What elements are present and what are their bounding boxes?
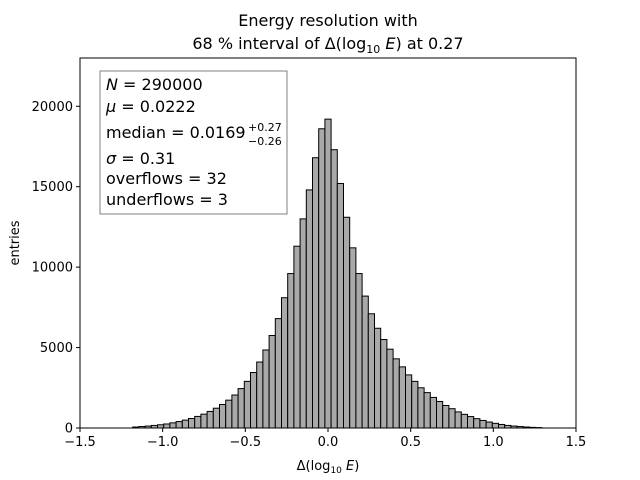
subtitle-suffix: at 0.27 <box>402 34 464 53</box>
histogram-bar <box>237 388 245 429</box>
histogram-bar <box>188 418 196 429</box>
histogram-bar <box>305 189 313 429</box>
histogram-bar <box>212 407 221 429</box>
subtitle-var: E <box>380 34 396 53</box>
histogram-bar <box>411 380 419 429</box>
stats-underflows: underflows = 3 <box>106 190 228 209</box>
histogram-bar <box>448 408 456 429</box>
histogram-bar <box>473 418 481 429</box>
stats-mu: μ = 0.0222 <box>105 97 196 116</box>
histogram-bar <box>405 374 413 429</box>
histogram-bar <box>498 423 506 429</box>
histogram-bar <box>367 313 375 429</box>
histogram-bar <box>429 396 437 429</box>
x-tick-label: −1.5 <box>64 435 96 450</box>
histogram-bar <box>274 318 282 429</box>
stats-median-plus: +0.27 <box>248 121 282 134</box>
histogram-bar <box>318 128 326 429</box>
histogram-bar <box>250 372 258 429</box>
histogram-bar <box>312 157 320 429</box>
subtitle-prefix: 68 % interval of <box>192 34 324 53</box>
histogram-bar <box>355 273 363 429</box>
subtitle-quantity: Δ(log <box>325 34 367 53</box>
histogram-bar <box>417 387 425 429</box>
histogram-bar <box>225 399 233 429</box>
histogram-bar <box>268 335 276 429</box>
xlabel-sub: 10 <box>330 466 342 476</box>
histogram-bar <box>281 297 289 429</box>
y-axis-ticks: 0 5000 10000 15000 20000 <box>32 100 80 437</box>
histogram-bar <box>231 394 239 429</box>
histogram-bar <box>361 295 369 429</box>
histogram-bar <box>163 423 171 429</box>
y-axis-label: entries <box>8 220 23 265</box>
histogram-bar <box>398 366 406 429</box>
histogram-bar <box>169 422 177 429</box>
histogram-bar <box>330 149 338 429</box>
stats-sigma: σ = 0.31 <box>106 149 175 168</box>
x-tick-label: −1.0 <box>147 435 179 450</box>
histogram-bar <box>194 415 202 429</box>
histogram-bar <box>206 410 214 429</box>
histogram-bar <box>293 245 301 429</box>
histogram-bar <box>175 421 183 429</box>
stats-overflows: overflows = 32 <box>106 169 227 188</box>
x-axis-ticks: −1.5 −1.0 −0.5 0.0 0.5 1.0 1.5 <box>64 428 586 450</box>
y-tick-label: 15000 <box>32 180 73 195</box>
histogram-bar <box>256 361 264 429</box>
histogram-bar <box>392 358 400 429</box>
histogram-bar <box>479 419 487 429</box>
histogram-bar <box>324 118 332 429</box>
stats-box-frame <box>99 70 288 215</box>
y-tick-label: 0 <box>65 422 73 437</box>
histogram-bar <box>287 273 295 429</box>
xlabel-prefix: Δ(log <box>297 459 331 474</box>
subtitle-sub: 10 <box>366 43 380 56</box>
histogram-bar <box>200 413 208 429</box>
x-tick-label: 1.0 <box>483 435 504 450</box>
histogram-bar <box>243 380 252 429</box>
x-tick-label: 0.0 <box>318 435 339 450</box>
histogram-bar <box>343 216 351 429</box>
histogram-bar <box>336 182 344 429</box>
histogram-bar <box>219 404 227 429</box>
x-tick-label: 0.5 <box>400 435 421 450</box>
histogram-bar <box>181 419 190 429</box>
histogram-bar <box>467 416 475 429</box>
stats-median-minus: −0.26 <box>248 135 282 148</box>
histogram-bar <box>491 422 499 429</box>
histogram-bar <box>442 404 450 429</box>
histogram-bar <box>380 339 388 429</box>
stats-box: N = 290000 μ = 0.0222 median = 0.0169 +0… <box>99 70 288 215</box>
chart-title: Energy resolution with <box>238 11 418 30</box>
histogram-bar <box>374 327 382 429</box>
histogram-bar <box>423 392 431 429</box>
histogram-bar <box>436 400 444 429</box>
chart-subtitle: 68 % interval of Δ(log10 E) at 0.27 <box>192 34 463 56</box>
xlabel-close: ) <box>354 459 359 474</box>
histogram-bar <box>299 218 307 429</box>
histogram-bar <box>485 421 493 429</box>
histogram-bar <box>454 411 462 429</box>
subtitle-close: ) <box>395 34 401 53</box>
stats-median: median = 0.0169 <box>106 123 246 142</box>
xlabel-var: E <box>342 459 355 474</box>
histogram-bar <box>349 247 357 429</box>
histogram-bar <box>386 348 394 429</box>
histogram-bar <box>460 413 468 429</box>
y-tick-label: 10000 <box>32 261 73 276</box>
y-tick-label: 5000 <box>40 341 73 356</box>
x-tick-label: 1.5 <box>566 435 587 450</box>
histogram-bar <box>262 349 270 429</box>
stats-n: N = 290000 <box>106 75 203 94</box>
y-tick-label: 20000 <box>32 100 73 115</box>
x-tick-label: −0.5 <box>230 435 262 450</box>
x-axis-label: Δ(log10 E) <box>297 459 360 476</box>
